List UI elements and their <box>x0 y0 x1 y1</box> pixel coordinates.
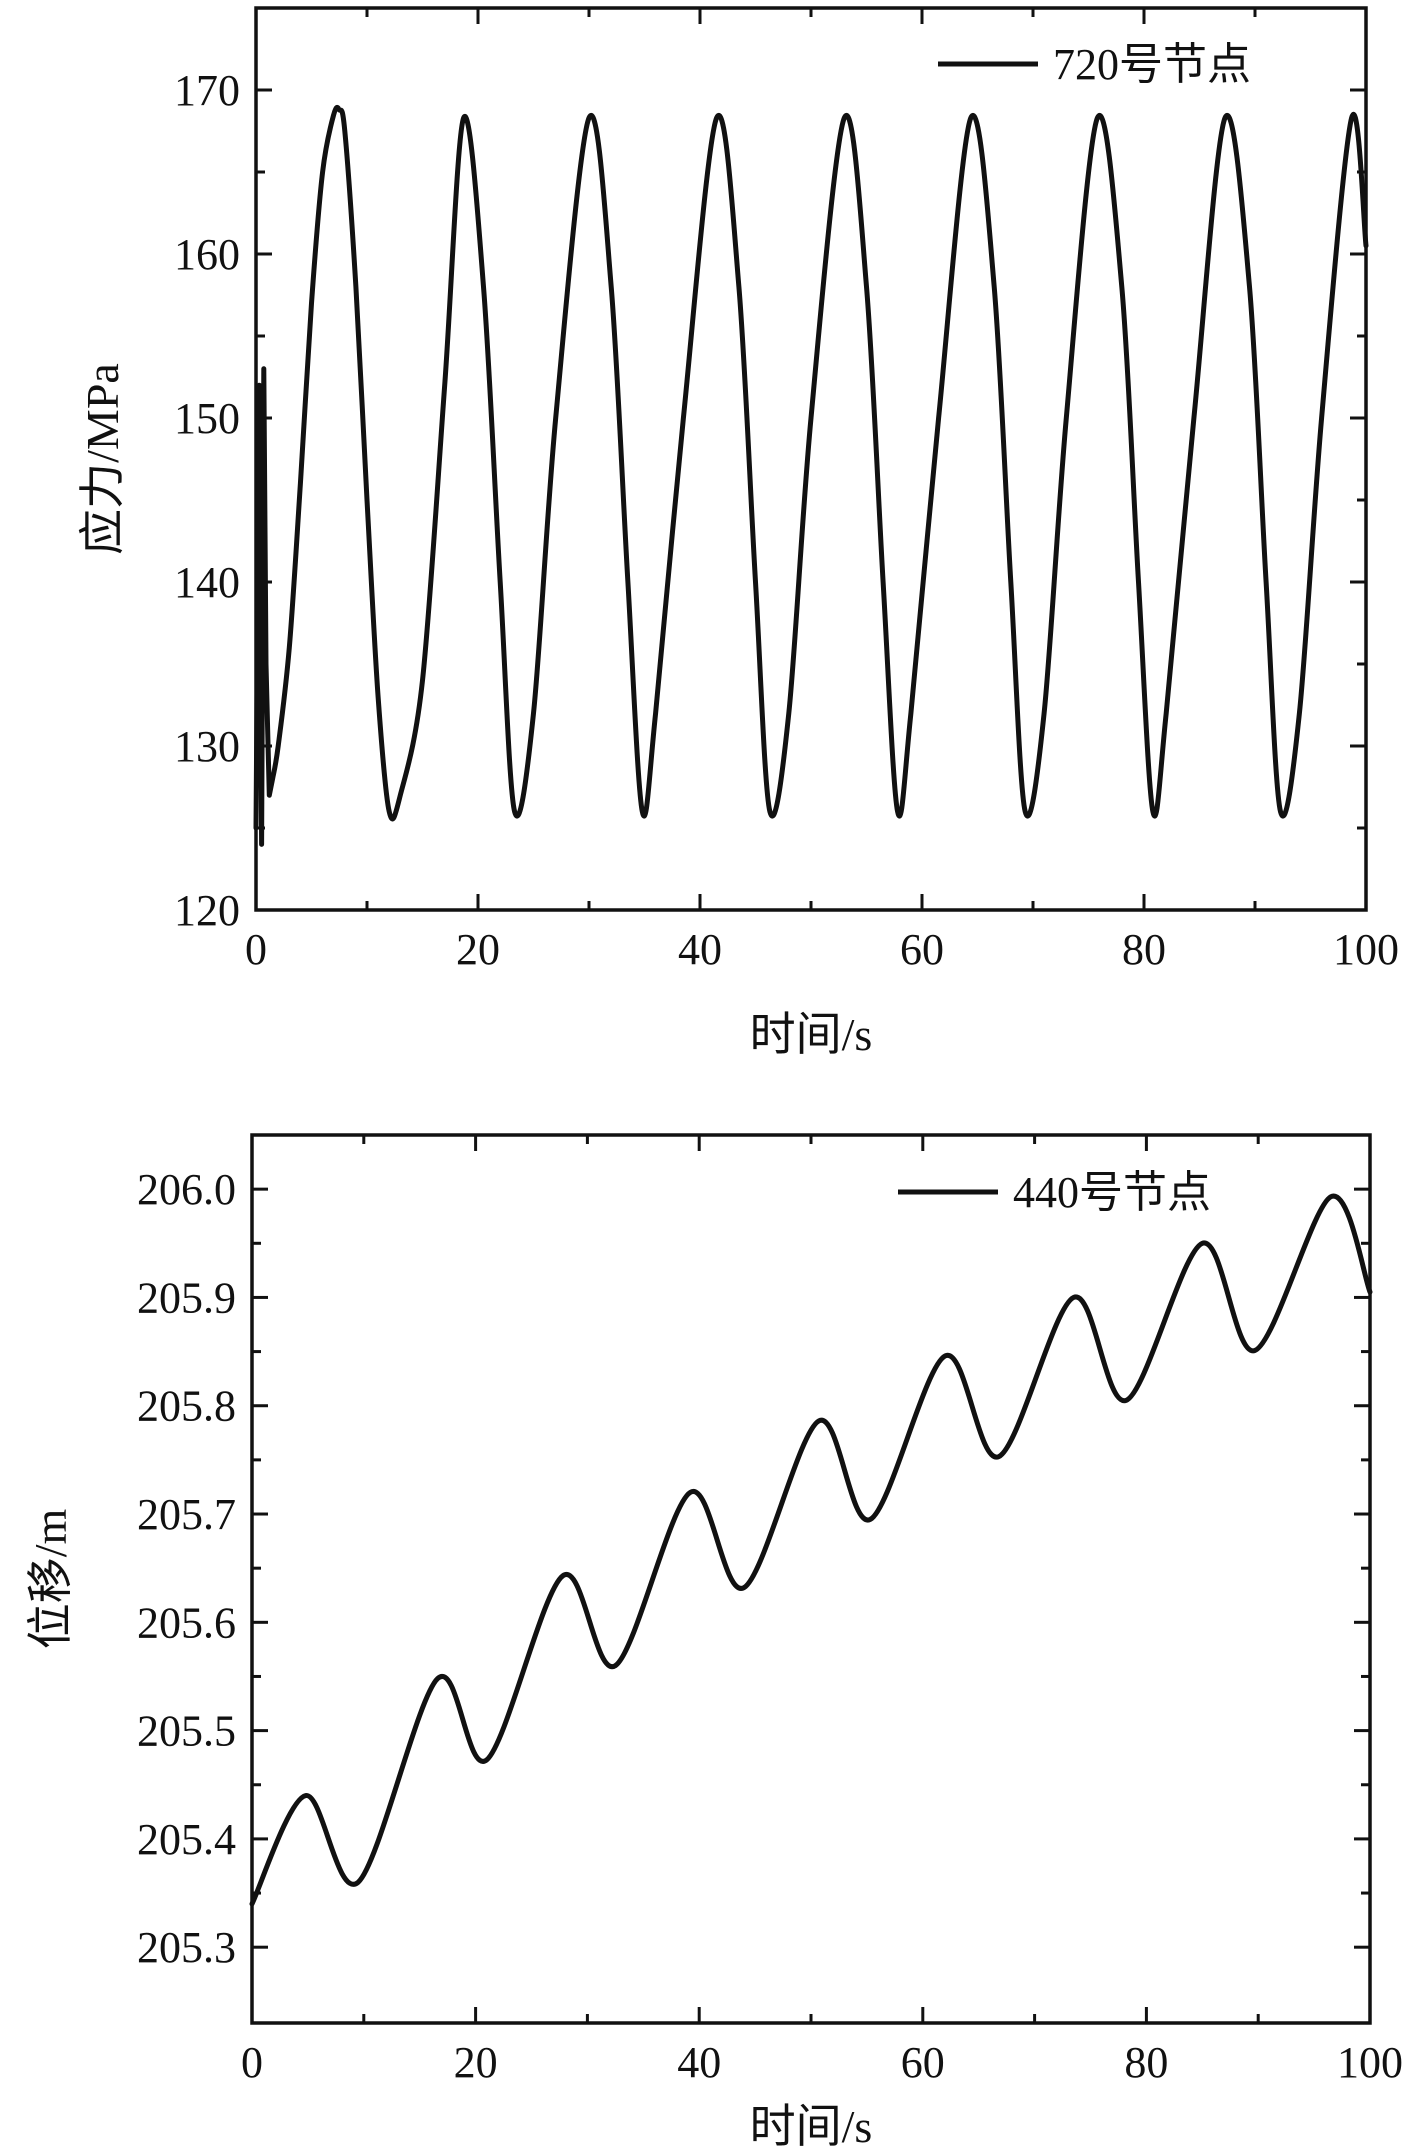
displacement-x-tick-label: 40 <box>677 2038 721 2087</box>
displacement-x-ticks: 0 20 40 60 80 100 <box>241 1135 1403 2087</box>
stress-y-ticks: 120 130 140 150 160 170 <box>174 66 1366 935</box>
stress-x-tick-label: 100 <box>1333 925 1399 974</box>
displacement-y-axis-title: 位移/m <box>25 1509 76 1650</box>
stress-x-tick-label: 60 <box>900 925 944 974</box>
stress-x-tick-label: 20 <box>456 925 500 974</box>
stress-chart: 0 20 40 60 80 100 120 130 140 150 160 170 720号节点 时… <box>77 6 1399 1060</box>
stress-legend-label: 720号节点 <box>1053 40 1251 89</box>
displacement-y-tick-label: 205.8 <box>137 1382 236 1431</box>
stress-y-tick-label: 150 <box>174 394 240 443</box>
displacement-x-axis-title: 时间/s <box>750 2101 873 2150</box>
displacement-y-tick-label: 205.6 <box>137 1598 236 1647</box>
displacement-y-tick-label: 205.5 <box>137 1707 236 1756</box>
stress-x-tick-label: 40 <box>678 925 722 974</box>
displacement-x-tick-label: 20 <box>454 2038 498 2087</box>
displacement-series-line <box>249 1193 1373 1907</box>
stress-y-tick-label: 160 <box>174 230 240 279</box>
stress-legend: 720号节点 <box>938 40 1251 89</box>
stress-y-tick-label: 130 <box>174 722 240 771</box>
displacement-y-tick-label: 205.7 <box>137 1490 236 1539</box>
displacement-y-tick-label: 205.9 <box>137 1273 236 1322</box>
displacement-x-tick-label: 0 <box>241 2038 263 2087</box>
stress-y-tick-label: 170 <box>174 66 240 115</box>
stress-y-axis-title: 应力/MPa <box>77 363 128 555</box>
displacement-y-tick-label: 205.4 <box>137 1815 236 1864</box>
displacement-y-tick-label: 206.0 <box>137 1165 236 1214</box>
stress-y-tick-label: 140 <box>174 558 240 607</box>
stress-x-axis-title: 时间/s <box>750 1009 873 1060</box>
stress-x-tick-label: 80 <box>1122 925 1166 974</box>
stress-y-tick-label: 120 <box>174 886 240 935</box>
displacement-x-tick-label: 100 <box>1337 2038 1403 2087</box>
displacement-legend: 440号节点 <box>898 1168 1211 1217</box>
stress-series-line <box>253 104 1369 847</box>
displacement-y-tick-label: 205.3 <box>137 1923 236 1972</box>
displacement-x-tick-label: 80 <box>1124 2038 1168 2087</box>
stress-x-ticks: 0 20 40 60 80 100 <box>245 8 1399 974</box>
stress-x-tick-label: 0 <box>245 925 267 974</box>
displacement-x-tick-label: 60 <box>901 2038 945 2087</box>
displacement-y-ticks: 205.3 205.4 205.5 205.6 205.7 205.8 205.9 206.0 <box>137 1165 1370 1972</box>
displacement-chart: 0 20 40 60 80 100 205.3205.4205.5205.6205.720… <box>25 1133 1403 2150</box>
displacement-legend-label: 440号节点 <box>1013 1168 1211 1217</box>
